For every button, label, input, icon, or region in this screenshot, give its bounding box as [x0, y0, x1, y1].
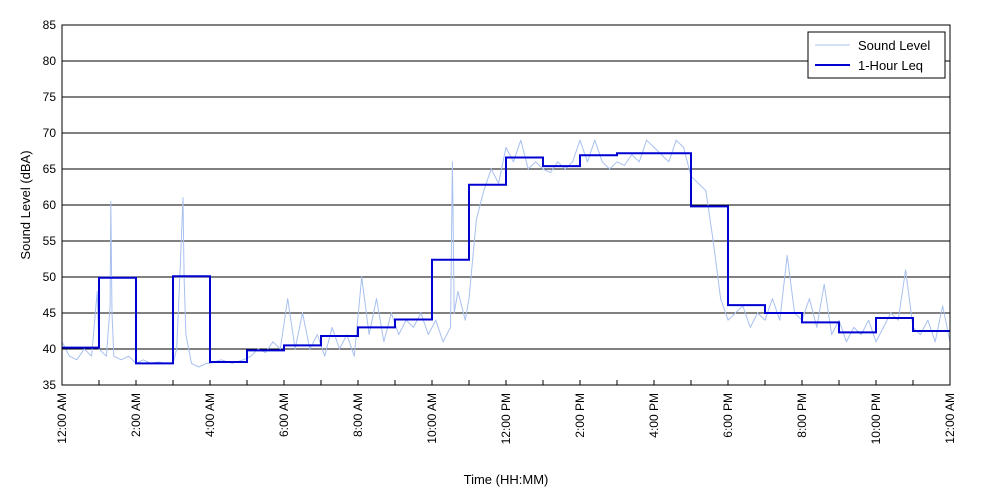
y-tick-label: 85 — [43, 18, 57, 32]
series-lines — [61, 139, 951, 368]
y-tick-label: 45 — [43, 306, 57, 320]
x-tick-label: 12:00 PM — [499, 393, 513, 444]
legend-label-sound-level: Sound Level — [858, 38, 930, 53]
series-sound-level — [61, 139, 951, 368]
y-tick-label: 60 — [43, 198, 57, 212]
x-tick-label: 4:00 AM — [203, 393, 217, 437]
y-tick-label: 55 — [43, 234, 57, 248]
x-tick-label: 8:00 AM — [351, 393, 365, 437]
y-tick-label: 50 — [43, 270, 57, 284]
x-tick-label: 8:00 PM — [795, 393, 809, 438]
y-tick-label: 65 — [43, 162, 57, 176]
series-1-hour-leq — [62, 152, 950, 365]
y-axis-title: Sound Level (dBA) — [18, 150, 33, 259]
grid-lines — [62, 60, 950, 350]
legend-box — [807, 31, 946, 79]
y-tick-label: 40 — [43, 342, 57, 356]
legend-label-1-hour-leq: 1-Hour Leq — [858, 58, 923, 73]
y-tick-label: 70 — [43, 126, 57, 140]
x-tick-label: 6:00 PM — [721, 393, 735, 438]
legend: Sound Level 1-Hour Leq — [807, 31, 946, 79]
x-tick-label: 10:00 AM — [425, 393, 439, 444]
x-tick-label: 6:00 AM — [277, 393, 291, 437]
x-tick-label: 12:00 AM — [55, 393, 69, 444]
x-axis-title: Time (HH:MM) — [464, 472, 549, 487]
y-tick-label: 35 — [43, 378, 57, 392]
y-tick-label: 75 — [43, 90, 57, 104]
x-tick-label: 12:00 AM — [943, 393, 957, 444]
x-tick-label: 4:00 PM — [647, 393, 661, 438]
x-tick-label: 2:00 AM — [129, 393, 143, 437]
x-tick-label: 2:00 PM — [573, 393, 587, 438]
x-tick-label: 10:00 PM — [869, 393, 883, 444]
y-tick-label: 80 — [43, 54, 57, 68]
axis-ticks: 35 40 45 50 55 60 65 70 75 80 85 12:00 AM 2:00 AM 4:0… — [43, 18, 957, 444]
